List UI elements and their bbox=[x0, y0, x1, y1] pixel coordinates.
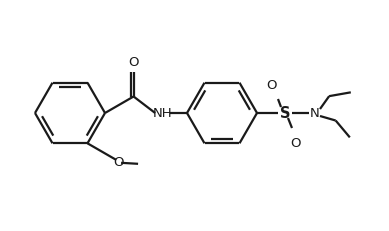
Text: O: O bbox=[113, 156, 123, 169]
Text: O: O bbox=[291, 137, 301, 149]
Text: O: O bbox=[267, 79, 277, 92]
Text: NH: NH bbox=[152, 107, 172, 120]
Text: O: O bbox=[128, 56, 139, 69]
Text: S: S bbox=[280, 106, 290, 121]
Text: N: N bbox=[310, 107, 320, 120]
